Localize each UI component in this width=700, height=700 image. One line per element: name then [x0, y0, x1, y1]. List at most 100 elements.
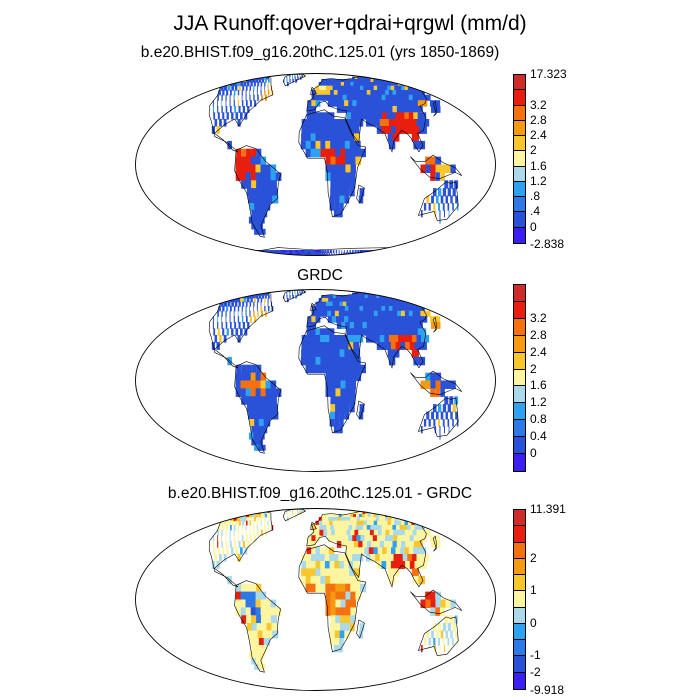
grid-cell	[414, 561, 423, 569]
main-title: JJA Runoff:qover+qdrai+qrgwl (mm/d)	[173, 12, 527, 35]
grid-cell	[347, 335, 354, 343]
grid-cell	[235, 164, 242, 173]
colorbar-swatch	[514, 352, 525, 370]
colorbar-label: 2.4	[530, 344, 547, 359]
grid-cell	[260, 517, 263, 522]
grid-cell	[256, 301, 258, 307]
grid-cell	[344, 100, 351, 107]
grid-cell	[335, 599, 341, 608]
grid-cell	[257, 216, 265, 224]
grid-cell	[283, 295, 285, 299]
grid-cell	[331, 316, 338, 323]
grid-cell	[339, 419, 344, 427]
grid-cell	[344, 630, 350, 639]
grid-cell	[449, 180, 454, 189]
grid-cell	[236, 364, 242, 374]
grid-cell	[350, 310, 357, 317]
grid-cell	[430, 599, 436, 608]
grid-cell	[383, 250, 389, 253]
grid-cell	[349, 568, 356, 577]
grid-cell	[329, 203, 335, 211]
grid-cell	[234, 250, 246, 253]
colorbar-label: -9.918	[530, 683, 565, 697]
grid-cell	[325, 364, 332, 374]
grid-cell	[413, 517, 426, 522]
grid-cell	[439, 645, 441, 653]
grid-cell	[414, 301, 426, 307]
grid-cell	[260, 520, 262, 526]
grid-cell	[223, 301, 228, 307]
grid-cell	[266, 180, 273, 189]
grid-cell	[320, 119, 326, 127]
grid-cell	[383, 541, 392, 548]
grid-cell	[283, 255, 291, 256]
grid-cell	[362, 529, 370, 536]
grid-cell	[239, 252, 252, 255]
grid-cell	[388, 140, 396, 150]
grid-cell	[328, 298, 334, 303]
grid-cell	[356, 119, 364, 127]
grid-cell	[426, 411, 430, 420]
grid-cell	[398, 252, 408, 255]
grid-cell	[330, 140, 336, 150]
grid-cell	[212, 517, 218, 522]
grid-cell	[237, 535, 240, 542]
grid-cell	[433, 623, 437, 632]
grid-cell	[448, 426, 450, 434]
grid-cell	[325, 372, 332, 382]
grid-cell	[325, 298, 330, 303]
grid-cell	[301, 509, 303, 513]
grid-cell	[334, 529, 341, 536]
grid-cell	[212, 322, 214, 329]
grid-cell	[355, 156, 362, 166]
grid-cell	[253, 82, 256, 87]
grid-cell	[330, 156, 337, 166]
grid-cell	[256, 525, 258, 531]
grid-cell	[340, 623, 345, 632]
grid-cell	[386, 342, 394, 350]
grid-cell	[249, 638, 257, 646]
grid-cell	[245, 255, 259, 256]
grid-cell	[413, 356, 421, 366]
grid-cell	[325, 140, 331, 150]
grid-cell	[257, 630, 265, 639]
grid-cell	[252, 295, 256, 299]
grid-cell	[258, 252, 268, 255]
grid-cell	[255, 645, 263, 653]
grid-cell	[229, 529, 231, 536]
grid-cell	[342, 94, 349, 101]
grid-cell	[394, 252, 403, 255]
grid-cell	[320, 140, 326, 150]
grid-cell	[346, 94, 353, 101]
grid-cell	[391, 112, 399, 120]
grid-cell	[398, 119, 406, 127]
grid-cell	[345, 180, 351, 189]
grid-cell	[325, 520, 331, 526]
grid-cell	[225, 310, 227, 317]
grid-cell	[310, 583, 317, 593]
grid-cell	[452, 623, 456, 632]
grid-cell	[294, 74, 296, 78]
grid-cell	[335, 388, 341, 397]
grid-cell	[345, 106, 352, 113]
grid-cell	[350, 607, 356, 616]
grid-cell	[286, 295, 288, 299]
grid-cell	[404, 547, 413, 555]
grid-cell	[439, 210, 441, 218]
grid-cell	[221, 529, 223, 536]
colorbar-swatch	[514, 672, 525, 689]
grid-cell	[360, 535, 368, 542]
grid-cell	[263, 419, 271, 427]
grid-cell	[339, 561, 345, 569]
grid-cell	[264, 295, 267, 299]
grid-cell	[361, 255, 369, 256]
grid-cell	[311, 547, 317, 555]
grid-cell	[245, 525, 247, 531]
grid-cell	[337, 90, 344, 96]
grid-cell	[447, 203, 450, 211]
grid-cell	[387, 254, 398, 256]
grid-cell	[356, 100, 364, 107]
grid-cell	[434, 426, 437, 434]
grid-cell	[383, 292, 395, 296]
grid-cell	[289, 514, 291, 518]
